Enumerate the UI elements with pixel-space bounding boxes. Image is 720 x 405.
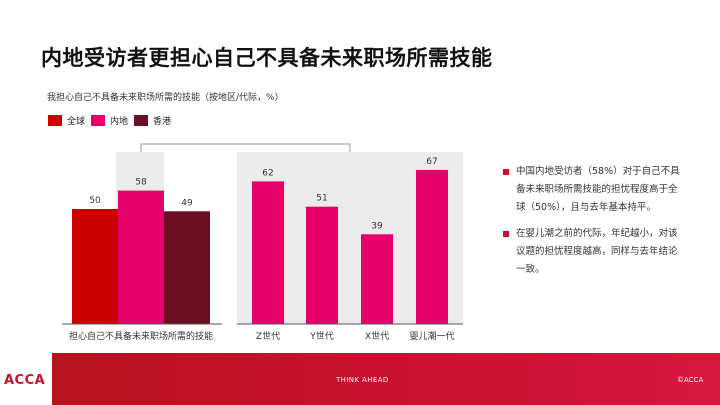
bar-generation — [416, 169, 448, 324]
bar-generation — [252, 181, 284, 324]
bar-mainland — [118, 190, 164, 324]
bar-value-label: 62 — [262, 168, 273, 178]
chart-subtitle: 我担心自己不具备未来职场所需的技能（按地区/代际，%） — [47, 93, 284, 103]
bullet-text: 中国内地受访者（58%）对于自己不具备未来职场所需技能的担忧程度高于全球（50%… — [516, 166, 680, 213]
bar-value-label: 39 — [371, 221, 383, 231]
bullet-item: 中国内地受访者（58%）对于自己不具备未来职场所需技能的担忧程度高于全球（50%… — [503, 163, 683, 217]
bar-hongkong — [164, 211, 210, 324]
panel-connector-bracket — [140, 143, 351, 152]
bar-value-label: 50 — [89, 196, 101, 206]
legend-label-mainland: 内地 — [110, 117, 129, 127]
bullet-square-icon — [503, 169, 509, 175]
bar-value-label: 49 — [181, 198, 193, 208]
page-title: 内地受访者更担心自己不具备未来职场所需技能 — [41, 46, 493, 70]
x-tick-label: Y世代 — [309, 330, 334, 342]
bar-generation — [361, 234, 393, 324]
legend-item-global: 全球 — [48, 114, 85, 127]
x-tick-label: 婴儿潮一代 — [409, 330, 454, 342]
bar-generation — [306, 206, 338, 324]
footer-copyright: ©ACCA — [677, 376, 704, 384]
bullet-text: 在婴儿潮之前的代际，年纪越小，对该议题的担忧程度越高，同样与去年结论一致。 — [516, 228, 678, 275]
legend-swatch-hongkong — [134, 115, 149, 126]
legend-label-hongkong: 香港 — [153, 117, 172, 127]
bar-value-label: 51 — [316, 194, 327, 204]
bar-value-label: 58 — [135, 178, 147, 188]
x-tick-label: 担心自己不具备未来职场所需的技能 — [69, 330, 213, 342]
acca-logo[interactable]: ACCA — [4, 373, 46, 388]
bar-value-label: 67 — [426, 157, 437, 167]
bullet-square-icon — [503, 231, 509, 237]
insight-bullets: 中国内地受访者（58%）对于自己不具备未来职场所需技能的担忧程度高于全球（50%… — [503, 163, 683, 287]
legend-label-global: 全球 — [67, 117, 86, 127]
bar-global — [72, 209, 118, 324]
legend-swatch-mainland — [91, 115, 106, 126]
legend-swatch-global — [48, 115, 62, 126]
bullet-item: 在婴儿潮之前的代际，年纪越小，对该议题的担忧程度越高，同样与去年结论一致。 — [503, 225, 683, 279]
x-tick-label: Z世代 — [256, 330, 280, 342]
chart-area: 50 58 49 担心自己不具备未来职场所需的技能 62 51 39 67 Z世代 Y世代 X世代 婴… — [62, 143, 463, 342]
x-tick-label: X世代 — [365, 330, 389, 342]
chart-legend: 全球 内地 香港 — [48, 114, 171, 127]
footer-tagline: THINK AHEAD — [336, 376, 389, 384]
legend-item-hongkong: 香港 — [134, 114, 171, 127]
footer-bar — [0, 353, 720, 405]
footer-logo-box — [0, 353, 52, 405]
legend-item-mainland: 内地 — [91, 114, 128, 127]
